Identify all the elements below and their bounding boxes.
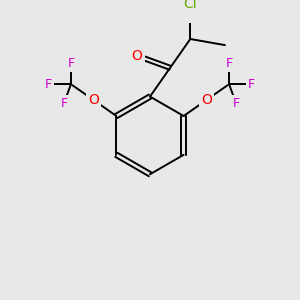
Text: F: F: [226, 57, 232, 70]
Text: F: F: [45, 78, 52, 91]
Text: F: F: [68, 57, 74, 70]
Text: O: O: [132, 49, 142, 63]
Text: O: O: [201, 93, 212, 107]
Text: F: F: [248, 78, 255, 91]
Text: F: F: [232, 97, 240, 110]
Text: Cl: Cl: [184, 0, 197, 11]
Text: O: O: [88, 93, 99, 107]
Text: F: F: [60, 97, 68, 110]
